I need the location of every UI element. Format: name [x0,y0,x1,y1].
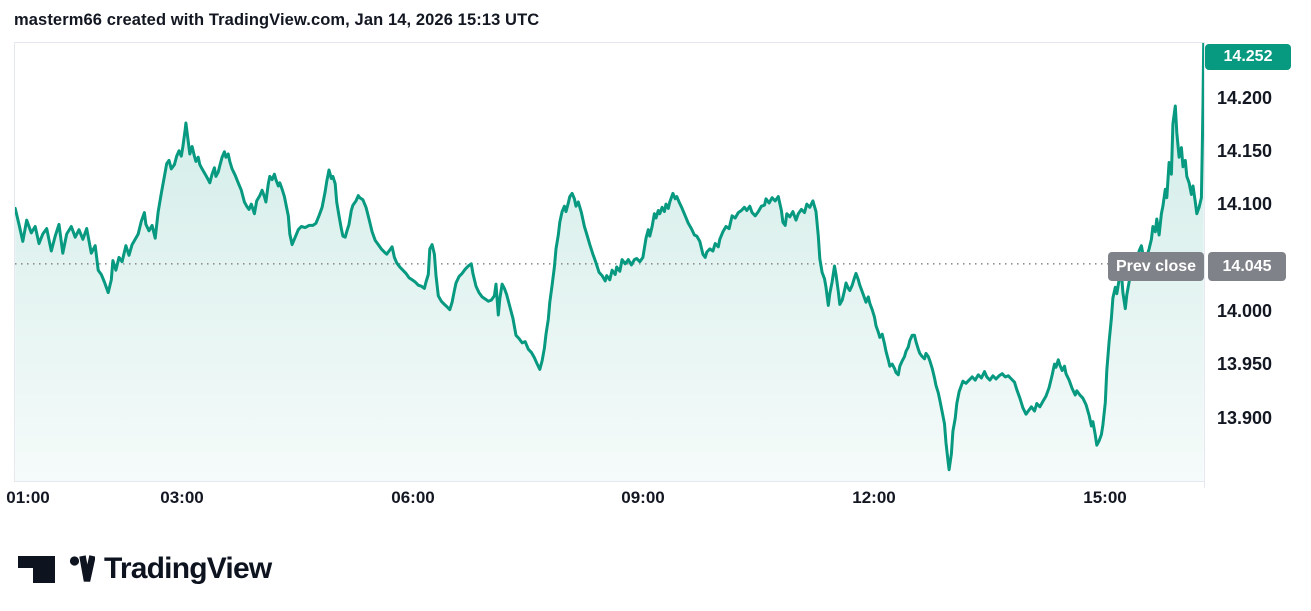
price-tick-label: 13.900 [1217,408,1273,428]
price-tick-label: 14.000 [1217,301,1273,321]
time-tick-label: 12:00 [852,488,896,507]
price-line [15,43,1204,472]
snapshot-attribution: masterm66 created with TradingView.com, … [14,11,540,29]
tradingview-logo-icon [18,554,95,583]
prev-close-value-badge: 14.045 [1208,252,1286,281]
time-tick-label: 09:00 [621,488,665,507]
tradingview-logo-text: TradingView [104,552,272,585]
time-tick-label: 03:00 [160,488,204,507]
time-tick-label: 01:00 [6,488,50,507]
current-price-badge: 14.252 [1205,44,1291,70]
price-area-fill [15,43,1204,481]
price-tick-label: 14.200 [1217,88,1273,108]
price-axis-separator [1204,42,1205,488]
time-tick-label: 06:00 [391,488,435,507]
tradingview-logo: TradingView [18,552,272,586]
chart-plot-area [14,42,1204,482]
price-tick-label: 13.950 [1217,354,1273,374]
time-tick-label: 15:00 [1083,488,1127,507]
price-tick-label: 14.100 [1217,194,1273,214]
prev-close-label-badge: Prev close [1108,252,1204,281]
price-chart-canvas [15,43,1204,481]
price-tick-label: 14.150 [1217,141,1273,161]
